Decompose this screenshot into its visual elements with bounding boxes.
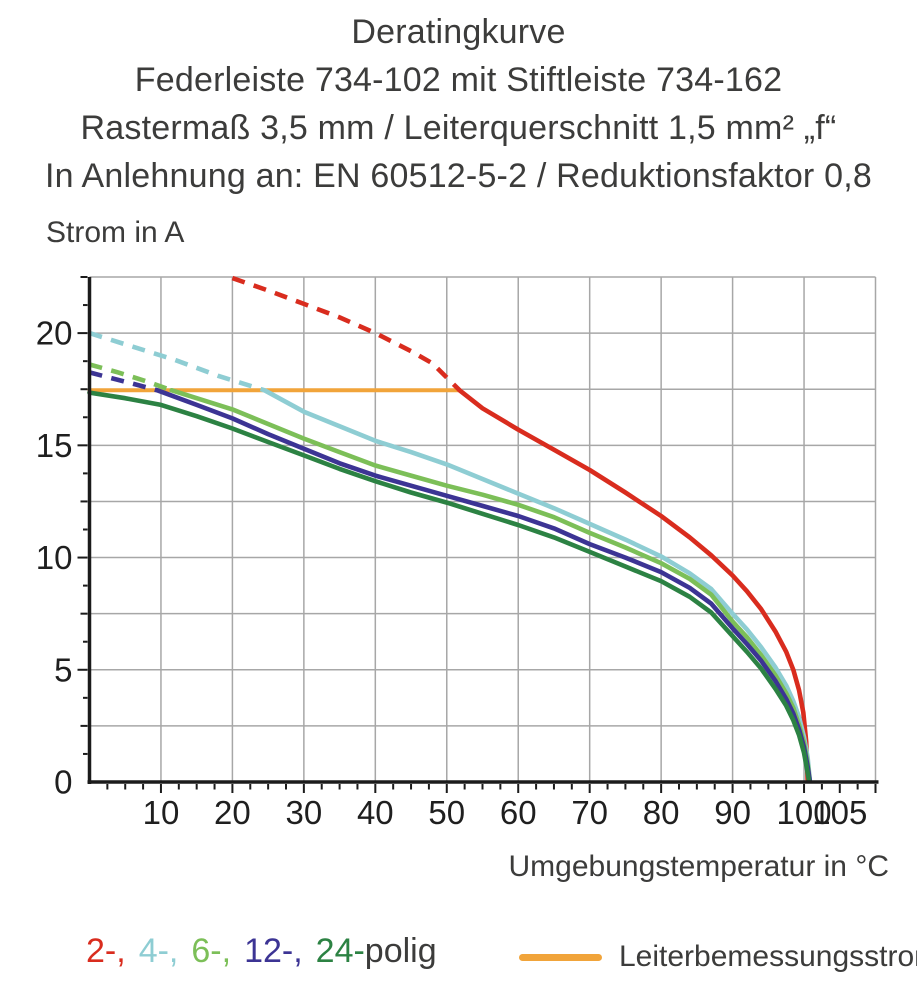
curve-dashed-4-polig bbox=[88, 330, 266, 393]
x-tick-label: 10 bbox=[143, 794, 180, 831]
curve-24-polig bbox=[87, 390, 812, 784]
rated-current-label: Leiterbemessungsstrom bbox=[619, 940, 917, 973]
legend-rated-current: Leiterbemessungsstrom bbox=[519, 940, 917, 974]
y-tick-label: 0 bbox=[54, 764, 72, 801]
curve-2-polig bbox=[457, 388, 810, 783]
chart-title-line2: Federleiste 734-102 mit Stiftleiste 734-… bbox=[134, 61, 783, 99]
legend-pole-item: 24- bbox=[315, 932, 365, 970]
x-tick-label: 80 bbox=[643, 794, 680, 831]
curve-dashed-12-polig bbox=[88, 370, 158, 393]
legend-pole-item: 2-, bbox=[86, 932, 126, 970]
x-tick-label: 90 bbox=[714, 794, 751, 831]
chart-title-line1: Deratingkurve bbox=[351, 13, 566, 51]
legend-pole-items: 2-, 4-, 6-, 12-, 24- bbox=[86, 932, 365, 970]
legend-pole-suffix: polig bbox=[364, 932, 437, 970]
rated-current-line-swatch bbox=[519, 953, 602, 961]
legend-pole-counts: 2-, 4-, 6-, 12-, 24-polig bbox=[86, 932, 437, 971]
x-tick-label: 60 bbox=[500, 794, 537, 831]
x-tick-label: 40 bbox=[357, 794, 394, 831]
x-tick-label: 50 bbox=[428, 794, 465, 831]
y-tick-label: 10 bbox=[36, 539, 73, 576]
x-tick-label: 105 bbox=[812, 794, 867, 831]
x-tick-label: 100 bbox=[777, 794, 832, 831]
curve-dashed-6-polig bbox=[88, 362, 173, 393]
y-tick-label: 15 bbox=[36, 427, 73, 464]
x-axis-title: Umgebungstemperatur in °C bbox=[508, 850, 889, 883]
curve-12-polig bbox=[155, 388, 813, 784]
y-axis-title: Strom in A bbox=[46, 216, 185, 249]
y-tick-label: 5 bbox=[54, 651, 72, 688]
y-tick-label: 20 bbox=[36, 315, 73, 352]
legend-pole-item: 12-, bbox=[244, 932, 303, 970]
chart-title-line3: Rastermaß 3,5 mm / Leiterquerschnitt 1,5… bbox=[80, 109, 837, 147]
legend-pole-item: 4-, bbox=[138, 932, 179, 970]
x-tick-label: 20 bbox=[214, 794, 251, 831]
curve-4-polig bbox=[262, 388, 813, 783]
legend-pole-item: 6-, bbox=[191, 932, 232, 970]
x-tick-label: 30 bbox=[286, 794, 323, 831]
title-block: Deratingkurve Federleiste 734-102 mit St… bbox=[0, 8, 917, 200]
curve-6-polig bbox=[169, 388, 813, 784]
chart-title-line4: In Anlehnung an: EN 60512-5-2 / Reduktio… bbox=[45, 157, 872, 195]
curve-dashed-2-polig bbox=[231, 275, 462, 392]
x-tick-label: 70 bbox=[571, 794, 608, 831]
